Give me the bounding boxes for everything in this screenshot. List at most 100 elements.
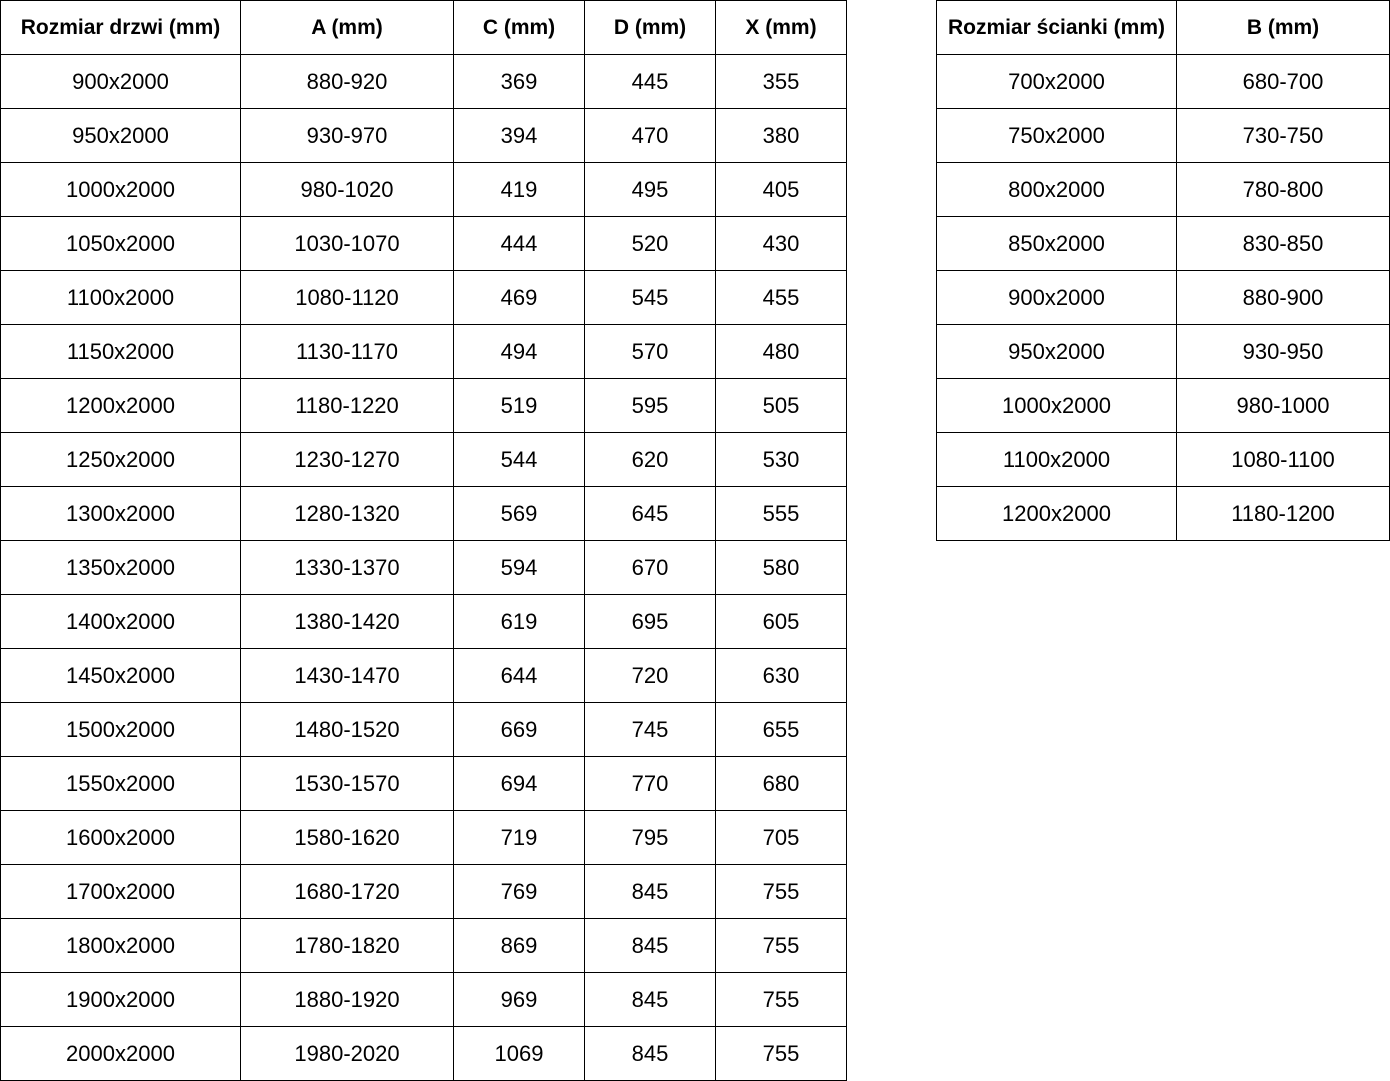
table-cell: 980-1020 bbox=[240, 162, 454, 217]
table-cell: 545 bbox=[584, 270, 716, 325]
table-cell: 355 bbox=[715, 54, 847, 109]
table-cell: 755 bbox=[715, 972, 847, 1027]
table-row: 1250x2000 1230-1270 544 620 530 bbox=[0, 432, 847, 487]
table-cell: 505 bbox=[715, 378, 847, 433]
table-cell: 1050x2000 bbox=[0, 216, 241, 271]
table-cell: 630 bbox=[715, 648, 847, 703]
table-cell: 620 bbox=[584, 432, 716, 487]
table-cell: 1250x2000 bbox=[0, 432, 241, 487]
table-cell: 720 bbox=[584, 648, 716, 703]
table-row: 1000x2000 980-1020 419 495 405 bbox=[0, 162, 847, 217]
table-cell: 869 bbox=[453, 918, 585, 973]
column-header: B (mm) bbox=[1176, 0, 1390, 55]
table-cell: 569 bbox=[453, 486, 585, 541]
table-cell: 1800x2000 bbox=[0, 918, 241, 973]
table-cell: 830-850 bbox=[1176, 216, 1390, 271]
table-row: 1150x2000 1130-1170 494 570 480 bbox=[0, 324, 847, 379]
table-cell: 445 bbox=[584, 54, 716, 109]
table-cell: 845 bbox=[584, 1026, 716, 1081]
table-cell: 469 bbox=[453, 270, 585, 325]
table-row: 700x2000 680-700 bbox=[936, 54, 1390, 109]
table-cell: 1380-1420 bbox=[240, 594, 454, 649]
table-cell: 950x2000 bbox=[0, 108, 241, 163]
table-row: 1050x2000 1030-1070 444 520 430 bbox=[0, 216, 847, 271]
table-cell: 755 bbox=[715, 918, 847, 973]
column-header: C (mm) bbox=[453, 0, 585, 55]
table-cell: 880-900 bbox=[1176, 270, 1390, 325]
table-row: 1200x2000 1180-1200 bbox=[936, 486, 1390, 541]
table-row: 1350x2000 1330-1370 594 670 580 bbox=[0, 540, 847, 595]
table-cell: 1230-1270 bbox=[240, 432, 454, 487]
table-cell: 394 bbox=[453, 108, 585, 163]
table-cell: 580 bbox=[715, 540, 847, 595]
table-cell: 470 bbox=[584, 108, 716, 163]
table-row: 1600x2000 1580-1620 719 795 705 bbox=[0, 810, 847, 865]
table-row: 1800x2000 1780-1820 869 845 755 bbox=[0, 918, 847, 973]
table-cell: 2000x2000 bbox=[0, 1026, 241, 1081]
table-row: 1700x2000 1680-1720 769 845 755 bbox=[0, 864, 847, 919]
table-cell: 655 bbox=[715, 702, 847, 757]
table-cell: 1480-1520 bbox=[240, 702, 454, 757]
table-cell: 1080-1100 bbox=[1176, 432, 1390, 487]
table-cell: 770 bbox=[584, 756, 716, 811]
table-cell: 645 bbox=[584, 486, 716, 541]
table-cell: 695 bbox=[584, 594, 716, 649]
table-cell: 930-950 bbox=[1176, 324, 1390, 379]
table-cell: 1069 bbox=[453, 1026, 585, 1081]
table-cell: 769 bbox=[453, 864, 585, 919]
column-header: Rozmiar drzwi (mm) bbox=[0, 0, 241, 55]
table-cell: 1180-1200 bbox=[1176, 486, 1390, 541]
table-cell: 1130-1170 bbox=[240, 324, 454, 379]
table-cell: 1580-1620 bbox=[240, 810, 454, 865]
table-cell: 1550x2000 bbox=[0, 756, 241, 811]
table-cell: 380 bbox=[715, 108, 847, 163]
table-cell: 1500x2000 bbox=[0, 702, 241, 757]
table-cell: 850x2000 bbox=[936, 216, 1177, 271]
table-cell: 1150x2000 bbox=[0, 324, 241, 379]
table-cell: 670 bbox=[584, 540, 716, 595]
table-cell: 845 bbox=[584, 864, 716, 919]
table-cell: 644 bbox=[453, 648, 585, 703]
table-cell: 750x2000 bbox=[936, 108, 1177, 163]
door-size-table: Rozmiar drzwi (mm) A (mm) C (mm) D (mm) X (m… bbox=[0, 0, 847, 1081]
table-cell: 1200x2000 bbox=[936, 486, 1177, 541]
table-cell: 800x2000 bbox=[936, 162, 1177, 217]
table-row: 800x2000 780-800 bbox=[936, 162, 1390, 217]
table-cell: 719 bbox=[453, 810, 585, 865]
table-cell: 369 bbox=[453, 54, 585, 109]
table-cell: 694 bbox=[453, 756, 585, 811]
table-cell: 520 bbox=[584, 216, 716, 271]
column-header: X (mm) bbox=[715, 0, 847, 55]
table-cell: 1180-1220 bbox=[240, 378, 454, 433]
table-cell: 795 bbox=[584, 810, 716, 865]
table-row: 1900x2000 1880-1920 969 845 755 bbox=[0, 972, 847, 1027]
table-cell: 455 bbox=[715, 270, 847, 325]
column-header: A (mm) bbox=[240, 0, 454, 55]
table-cell: 900x2000 bbox=[0, 54, 241, 109]
table-cell: 1330-1370 bbox=[240, 540, 454, 595]
table-cell: 980-1000 bbox=[1176, 378, 1390, 433]
table-row: 950x2000 930-950 bbox=[936, 324, 1390, 379]
table-cell: 570 bbox=[584, 324, 716, 379]
table-row: 1450x2000 1430-1470 644 720 630 bbox=[0, 648, 847, 703]
table-cell: 1430-1470 bbox=[240, 648, 454, 703]
table-row: 2000x2000 1980-2020 1069 845 755 bbox=[0, 1026, 847, 1081]
table-cell: 1400x2000 bbox=[0, 594, 241, 649]
table-row: 950x2000 930-970 394 470 380 bbox=[0, 108, 847, 163]
table-cell: 969 bbox=[453, 972, 585, 1027]
table-cell: 730-750 bbox=[1176, 108, 1390, 163]
column-header: D (mm) bbox=[584, 0, 716, 55]
table-cell: 619 bbox=[453, 594, 585, 649]
table-row: 1100x2000 1080-1100 bbox=[936, 432, 1390, 487]
table-cell: 845 bbox=[584, 972, 716, 1027]
table-cell: 705 bbox=[715, 810, 847, 865]
table-row: 1550x2000 1530-1570 694 770 680 bbox=[0, 756, 847, 811]
table-cell: 1680-1720 bbox=[240, 864, 454, 919]
table-cell: 430 bbox=[715, 216, 847, 271]
table-cell: 405 bbox=[715, 162, 847, 217]
table-cell: 530 bbox=[715, 432, 847, 487]
table-cell: 1450x2000 bbox=[0, 648, 241, 703]
table-cell: 1200x2000 bbox=[0, 378, 241, 433]
table-cell: 1900x2000 bbox=[0, 972, 241, 1027]
table-row: 1500x2000 1480-1520 669 745 655 bbox=[0, 702, 847, 757]
